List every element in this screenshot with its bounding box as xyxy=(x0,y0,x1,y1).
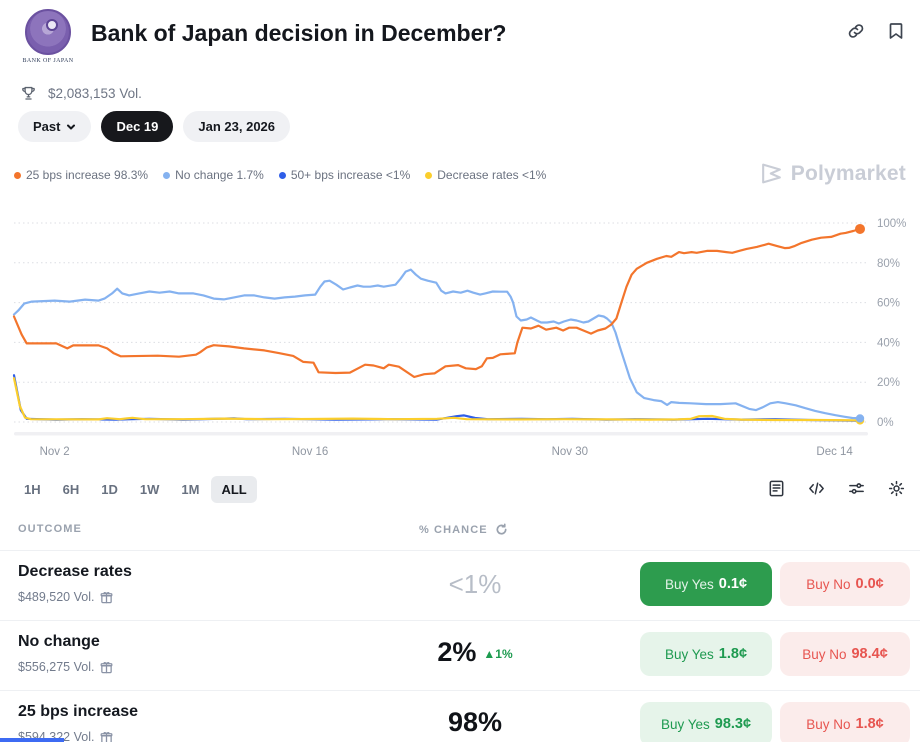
price-chart[interactable]: 0% 20% 40% 60% 80% 100% Nov 2 Nov 16 Nov 30 Dec 1… xyxy=(0,208,920,470)
polymarket-logo-icon xyxy=(761,163,781,184)
legend-item[interactable]: No change 1.7% xyxy=(163,168,264,182)
outcome-volume: $489,520 Vol. xyxy=(18,590,95,604)
trophy-icon xyxy=(22,86,35,100)
svg-text:Nov 16: Nov 16 xyxy=(292,446,328,458)
volume-text: $2,083,153 Vol. xyxy=(48,86,142,101)
news-icon[interactable] xyxy=(767,479,786,498)
buy-yes-button[interactable]: Buy Yes 1.8¢ xyxy=(640,632,772,676)
svg-text:Nov 30: Nov 30 xyxy=(552,446,588,458)
chart-legend: 25 bps increase 98.3% No change 1.7% 50+… xyxy=(14,168,546,182)
range-button-1m[interactable]: 1M xyxy=(181,482,200,497)
chance-value: 98% xyxy=(447,707,503,737)
gift-icon[interactable] xyxy=(100,661,113,674)
legend-dot-yellow xyxy=(425,171,433,179)
svg-text:0%: 0% xyxy=(877,417,894,429)
buy-no-button[interactable]: Buy No 98.4¢ xyxy=(780,632,910,676)
outcome-name: Decrease rates xyxy=(18,563,132,580)
embed-code-icon[interactable] xyxy=(807,479,826,498)
gift-icon[interactable] xyxy=(100,591,113,604)
range-button-all[interactable]: ALL xyxy=(211,476,257,503)
svg-text:60%: 60% xyxy=(877,298,900,310)
outcome-column-header: OUTCOME xyxy=(18,523,82,535)
buy-yes-button[interactable]: Buy Yes 98.3¢ xyxy=(640,702,772,742)
bank-of-japan-emblem-icon xyxy=(25,9,71,55)
sliders-icon[interactable] xyxy=(847,479,866,498)
bookmark-icon[interactable] xyxy=(886,21,906,41)
legend-dot-lightblue xyxy=(163,171,171,179)
svg-text:Dec 14: Dec 14 xyxy=(816,446,853,458)
svg-text:100%: 100% xyxy=(877,218,906,230)
range-button-1d[interactable]: 1D xyxy=(101,482,118,497)
chance-column-header: % CHANCE xyxy=(419,523,508,536)
outcome-row-25bps-increase: 25 bps increase $594,322 Vol. 98% Buy Ye… xyxy=(0,690,920,742)
outcome-name: No change xyxy=(18,633,100,650)
logo-caption: BANK OF JAPAN xyxy=(22,58,74,64)
copy-link-icon[interactable] xyxy=(846,21,866,41)
svg-text:20%: 20% xyxy=(877,377,900,389)
date-pill-dec19[interactable]: Dec 19 xyxy=(101,111,174,142)
outcome-row-no-change: No change $556,275 Vol. 2% ▲1% Buy Yes 1.8… xyxy=(0,620,920,690)
legend-dot-blue xyxy=(278,171,286,179)
legend-item[interactable]: Decrease rates <1% xyxy=(425,168,546,182)
legend-item[interactable]: 50+ bps increase <1% xyxy=(278,168,410,182)
watermark-text: Polymarket xyxy=(790,161,906,185)
legend-item[interactable]: 25 bps increase 98.3% xyxy=(14,168,148,182)
refresh-icon[interactable] xyxy=(495,523,508,536)
market-logo: BANK OF JAPAN xyxy=(16,9,80,64)
buy-no-button[interactable]: Buy No 0.0¢ xyxy=(780,562,910,606)
range-button-6h[interactable]: 6H xyxy=(62,482,80,497)
page-title: Bank of Japan decision in December? xyxy=(91,20,507,46)
outcome-volume: $556,275 Vol. xyxy=(18,660,95,674)
range-button-1h[interactable]: 1H xyxy=(24,482,41,497)
gift-icon[interactable] xyxy=(100,731,113,742)
bottom-left-blue-bar xyxy=(0,738,64,742)
range-button-1w[interactable]: 1W xyxy=(139,482,160,497)
legend-dot-orange xyxy=(14,171,21,179)
svg-text:Nov 2: Nov 2 xyxy=(40,446,70,458)
svg-text:80%: 80% xyxy=(877,258,900,270)
outcome-name: 25 bps increase xyxy=(18,703,139,720)
buy-no-button[interactable]: Buy No 1.8¢ xyxy=(780,702,910,742)
date-pill-jan23[interactable]: Jan 23, 2026 xyxy=(183,111,291,142)
chevron-down-icon xyxy=(67,124,76,129)
polymarket-watermark: Polymarket xyxy=(759,161,906,186)
chance-value: 2% ▲1% xyxy=(437,637,513,667)
outcome-row-decrease-rates: Decrease rates $489,520 Vol. <1% Buy Yes… xyxy=(0,550,920,620)
svg-text:40%: 40% xyxy=(877,337,900,349)
gear-icon[interactable] xyxy=(887,479,906,498)
past-dropdown[interactable]: Past xyxy=(18,111,92,142)
buy-yes-button[interactable]: Buy Yes 0.1¢ xyxy=(640,562,772,606)
chance-delta: ▲1% xyxy=(483,647,513,661)
chance-value: <1% xyxy=(448,569,502,599)
time-range-toolbar: 1H 6H 1D 1W 1M ALL xyxy=(14,476,257,503)
